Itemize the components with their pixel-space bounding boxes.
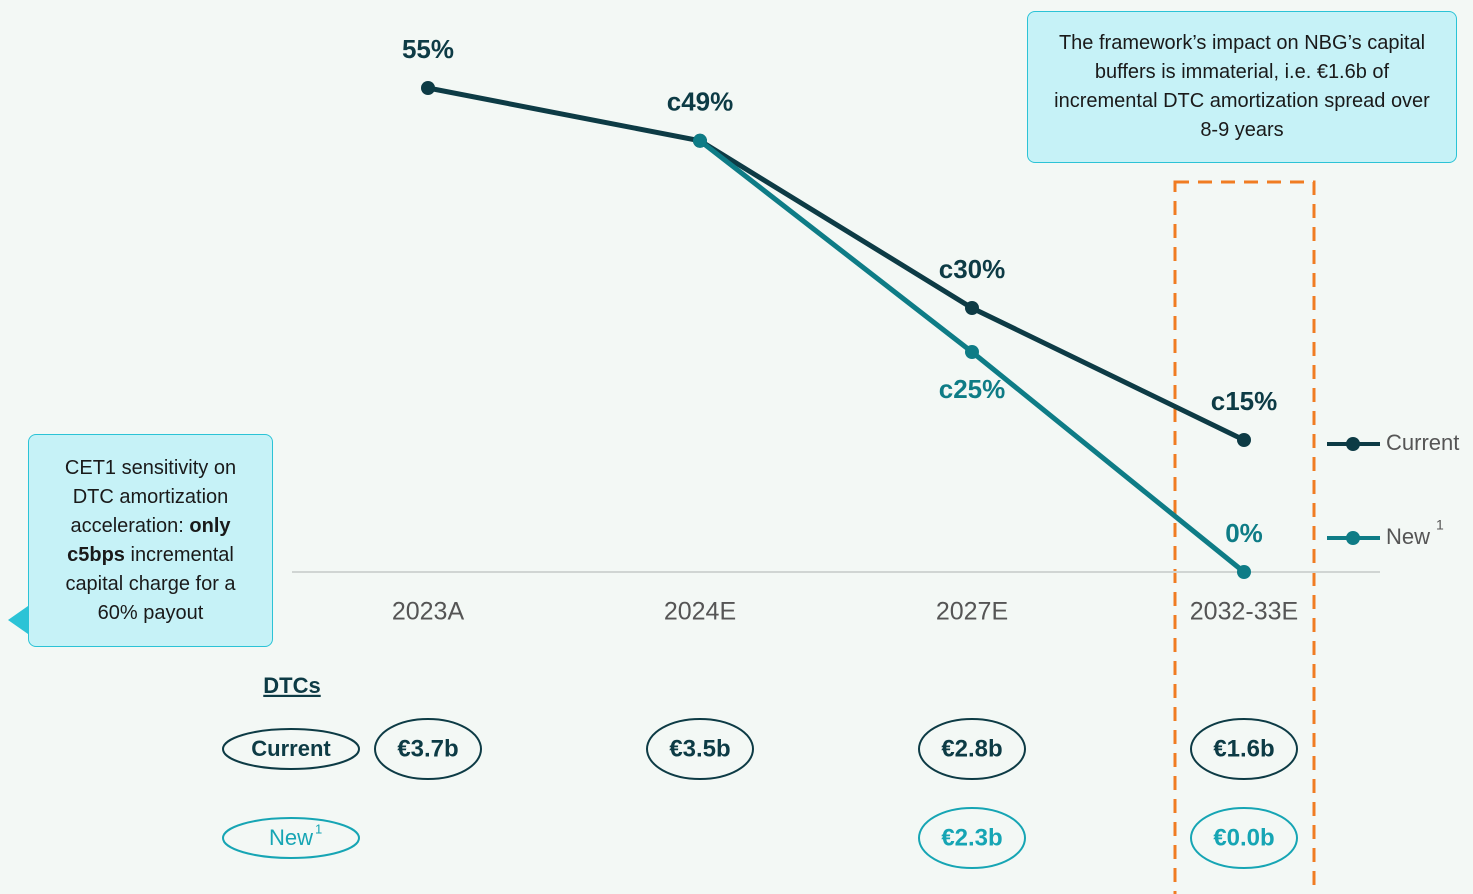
legend-label: Current (1386, 430, 1459, 455)
side-note-text: incremental capital charge for a 60% pay… (65, 543, 236, 624)
data-point (421, 81, 435, 95)
x-tick-label: 2024E (664, 598, 736, 626)
data-point (1237, 565, 1251, 579)
data-label: c30% (939, 254, 1006, 284)
value-outline (1190, 718, 1298, 780)
data-label: c15% (1211, 386, 1278, 416)
data-label: 55% (402, 34, 454, 64)
value-outline (646, 718, 754, 780)
row-label-outline (222, 728, 360, 770)
table-value: €0.0b (1213, 824, 1274, 851)
table-value: €3.5b (669, 735, 730, 762)
side-note-text: CET1 sensitivity on DTC amortization acc… (64, 456, 237, 537)
data-label: c49% (667, 87, 734, 117)
table-value: €2.3b (941, 824, 1002, 851)
data-point (965, 301, 979, 315)
annotation: The framework’s impact on NBG’s capital … (1054, 32, 1430, 141)
x-tick-label: 2023A (392, 598, 465, 626)
x-tick-label: 2032-33E (1190, 598, 1298, 626)
annotation-box: The framework’s impact on NBG’s capital … (1027, 11, 1457, 163)
table-title: DTCs (263, 673, 320, 698)
row-label: Current (251, 736, 331, 761)
highlight-frame (1173, 180, 1316, 894)
value-outline (374, 718, 482, 780)
legend-note: 1 (1436, 517, 1444, 533)
side-note-text: only c5bps (67, 514, 231, 566)
value-outline (918, 807, 1026, 869)
side-note-box: CET1 sensitivity on DTC amortization acc… (28, 434, 273, 647)
row-label-note: 1 (315, 821, 322, 836)
table-value: €3.7b (397, 735, 458, 762)
legend-marker (1346, 531, 1360, 545)
table-value: €2.8b (941, 735, 1002, 762)
legend-label: New (1386, 524, 1430, 549)
data-point (693, 133, 707, 148)
data-label: c25% (939, 374, 1006, 404)
table-value: €1.6b (1213, 735, 1274, 762)
data-label: 0% (1225, 518, 1263, 548)
side-note: CET1 sensitivity on DTC amortization acc… (43, 454, 258, 628)
row-label-outline (222, 817, 360, 859)
series-line (427, 85, 1246, 443)
data-point (1237, 433, 1251, 447)
row-label: New (269, 825, 313, 850)
legend-marker (1346, 437, 1360, 451)
data-point (965, 345, 979, 359)
callout-pointer (8, 606, 28, 634)
value-outline (1190, 807, 1298, 869)
x-tick-label: 2027E (936, 598, 1008, 626)
value-outline (918, 718, 1026, 780)
